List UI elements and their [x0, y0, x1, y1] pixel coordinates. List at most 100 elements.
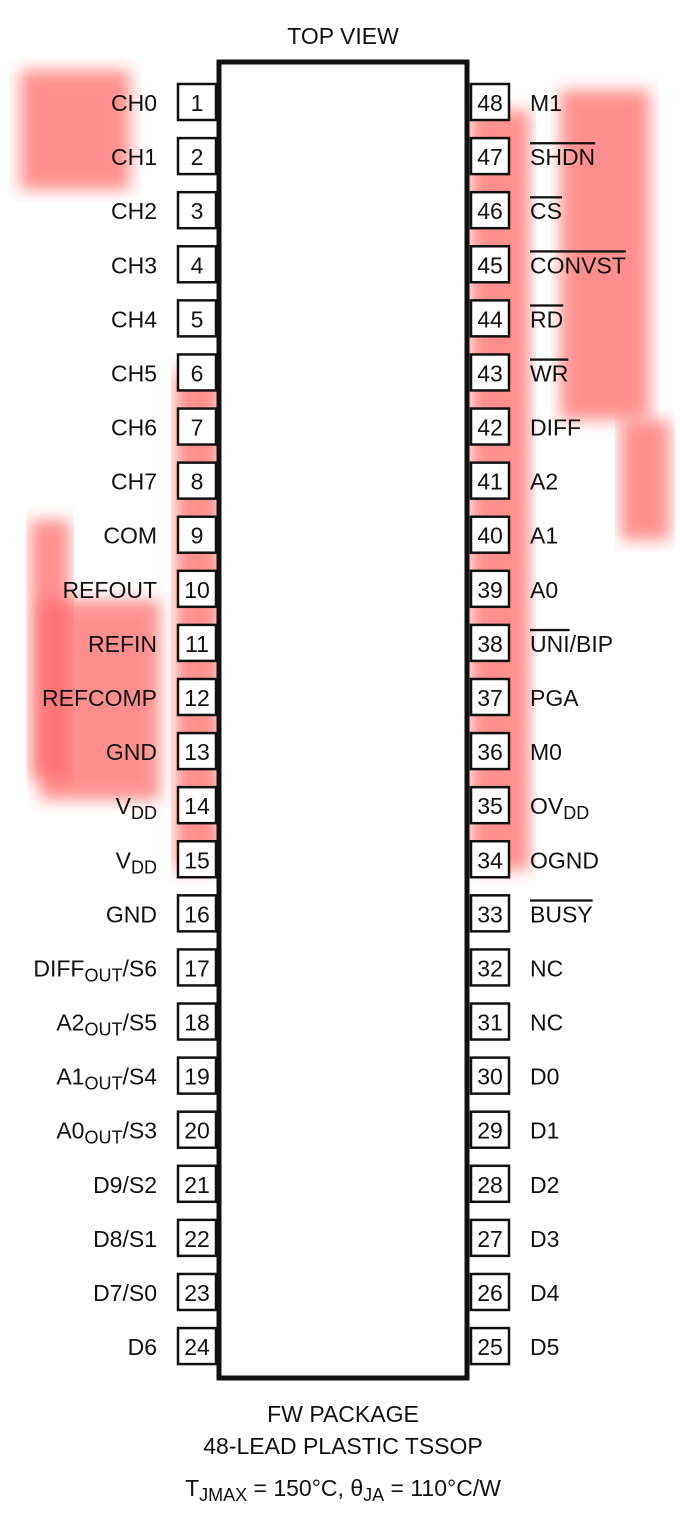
pin-number: 28 [477, 1172, 503, 1198]
pin-name: GND [106, 901, 157, 927]
pin-box [176, 515, 218, 554]
label-part: CH0 [111, 90, 157, 116]
pin-box [469, 623, 511, 663]
label-part: PGA [530, 685, 579, 711]
pin-number: 22 [184, 1226, 210, 1252]
pin-name: CONVST [530, 252, 626, 278]
label-part: COM [103, 523, 157, 549]
pin-box [176, 894, 218, 933]
label-part: WR [530, 360, 568, 386]
pin-box [469, 1110, 511, 1149]
pin-box [176, 623, 218, 663]
pin-number: 24 [184, 1334, 210, 1360]
pin-box [176, 245, 218, 284]
label-part: θ [350, 1475, 363, 1501]
pin-box [469, 569, 511, 609]
pin-name: D0 [530, 1064, 559, 1090]
label-part: D2 [530, 1172, 559, 1198]
pin-name: OGND [530, 847, 599, 873]
subscript: DD [131, 857, 157, 877]
pin-box [176, 731, 218, 771]
label-part: OV [530, 793, 564, 819]
blob [20, 70, 130, 190]
pin-number: 32 [477, 955, 503, 981]
label-part: CH4 [111, 306, 157, 332]
label-part: BUSY [530, 901, 593, 927]
pin-box [176, 1218, 218, 1258]
pin-name: WR [530, 360, 568, 386]
pin-box [469, 1272, 511, 1312]
subscript: DD [563, 803, 589, 823]
label-part: SHDN [530, 144, 595, 170]
pin-box [469, 299, 511, 338]
pin-box [469, 1056, 511, 1095]
label-part: CH2 [111, 198, 157, 224]
pin-number: 18 [184, 1010, 210, 1036]
pin-number: 31 [477, 1010, 503, 1036]
label-part: D7/S0 [93, 1280, 157, 1306]
pin-box [176, 136, 218, 176]
pin-box [176, 353, 218, 392]
pin-name: UNI/BIP [530, 631, 613, 657]
pin-number: 26 [477, 1280, 503, 1306]
pin-name: DIFF [530, 415, 581, 441]
pin-number: 29 [477, 1118, 503, 1144]
pin-number: 15 [184, 847, 210, 873]
pin-box [469, 1002, 511, 1041]
pin-box [176, 785, 218, 825]
pin-number: 17 [184, 955, 210, 981]
label-part: CH1 [111, 144, 157, 170]
label-part: /S5 [122, 1010, 157, 1036]
pin-name: D2 [530, 1172, 559, 1198]
pin-name: D6 [128, 1334, 157, 1360]
pin-number: 27 [477, 1226, 503, 1252]
pin-name: D8/S1 [93, 1226, 157, 1252]
subscript: JMAX [199, 1485, 247, 1505]
pin-number: 35 [477, 793, 503, 819]
pin-name: CH4 [111, 306, 157, 332]
label-part: M0 [530, 739, 562, 765]
pin-box [176, 299, 218, 338]
pin-name: A1 [530, 523, 558, 549]
pin-name: GND [106, 739, 157, 765]
pin-number: 19 [184, 1064, 210, 1090]
pin-number: 20 [184, 1118, 210, 1144]
pin-number: 23 [184, 1280, 210, 1306]
pin-box [176, 840, 218, 879]
pin-box [176, 1110, 218, 1149]
label-part: CONVST [530, 252, 626, 278]
pin-box [469, 840, 511, 879]
label-part: CH7 [111, 469, 157, 495]
label-part: /S6 [122, 955, 157, 981]
pin-name: NC [530, 1010, 563, 1036]
pin-number: 9 [191, 523, 204, 549]
pin-name: REFCOMP [42, 685, 157, 711]
title: TOP VIEW [287, 23, 399, 49]
pin-box [469, 245, 511, 284]
pin-box [469, 1326, 511, 1366]
label-part: REFIN [88, 631, 157, 657]
label-part: D4 [530, 1280, 560, 1306]
pin-number: 12 [184, 685, 210, 711]
pin-box [176, 569, 218, 609]
label-part: NC [530, 1010, 563, 1036]
pin-box [176, 1164, 218, 1204]
pin-number: 3 [191, 198, 204, 224]
pin-name: BUSY [530, 901, 593, 927]
pin-name: PGA [530, 685, 579, 711]
pin-name: D1 [530, 1118, 559, 1144]
label-part: /S4 [122, 1064, 157, 1090]
label-part: D8/S1 [93, 1226, 157, 1252]
label-part: A1 [530, 523, 558, 549]
pin-name: VDD [116, 847, 157, 877]
pin-number: 45 [477, 252, 503, 278]
label-part: GND [106, 739, 157, 765]
label-part: A2 [530, 469, 558, 495]
pin-number: 34 [477, 847, 503, 873]
pin-name: SHDN [530, 144, 595, 170]
pin-number: 13 [184, 739, 210, 765]
pin-number: 48 [477, 90, 503, 116]
package: FW PACKAGE [267, 1401, 419, 1427]
pin-number: 40 [477, 523, 503, 549]
